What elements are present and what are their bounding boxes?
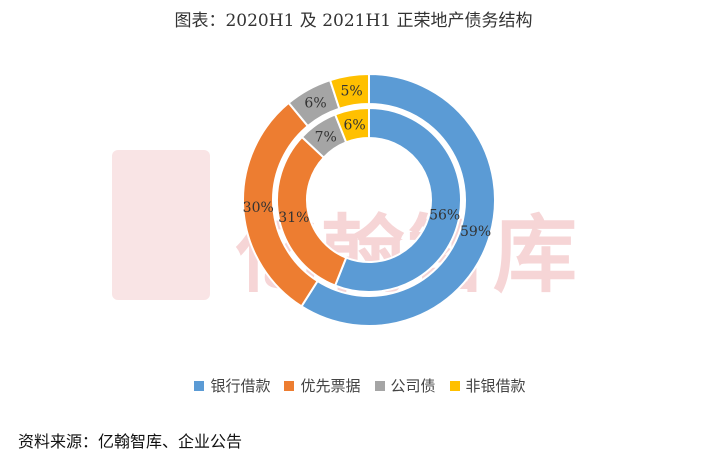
legend-item-0: 银行借款 <box>194 375 270 396</box>
legend-label: 非银借款 <box>465 377 526 395</box>
data-label-outer-2: 6% <box>304 96 326 112</box>
legend-item-3: 非银借款 <box>449 375 526 396</box>
source-note: 资料来源：亿翰智库、企业公告 <box>18 432 243 451</box>
chart-title: 图表：2020H1 及 2021H1 正荣地产债务结构 <box>174 11 533 31</box>
slice-inner-0 <box>333 106 462 293</box>
data-label-outer-0: 59% <box>460 224 491 240</box>
chart-legend: 银行借款 优先票据 公司债 非银借款 <box>160 375 560 396</box>
data-label-inner-0: 56% <box>429 207 460 223</box>
data-label-inner-1: 31% <box>278 210 309 226</box>
legend-label: 优先票据 <box>300 377 361 395</box>
legend-swatch <box>449 380 460 391</box>
watermark-logo <box>112 150 210 300</box>
data-label-inner-2: 7% <box>315 129 337 145</box>
slice-inner-3 <box>333 106 370 144</box>
legend-label: 公司债 <box>390 377 436 395</box>
legend-swatch <box>374 380 385 391</box>
legend-item-2: 公司债 <box>374 375 436 396</box>
slice-outer-3 <box>328 72 370 110</box>
legend-label: 银行借款 <box>210 377 271 395</box>
data-label-inner-3: 6% <box>343 117 365 133</box>
legend-item-1: 优先票据 <box>284 375 361 396</box>
legend-swatch <box>194 380 205 391</box>
data-label-outer-3: 5% <box>341 83 363 99</box>
slice-outer-0 <box>300 72 496 327</box>
data-label-outer-1: 30% <box>243 200 274 216</box>
legend-swatch <box>284 380 295 391</box>
